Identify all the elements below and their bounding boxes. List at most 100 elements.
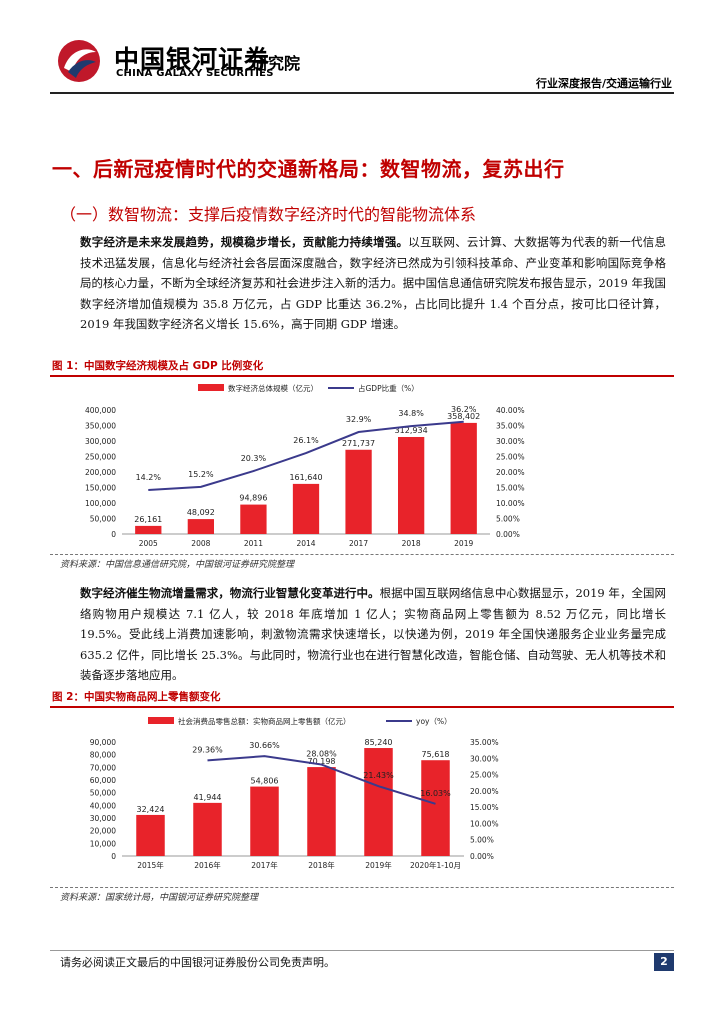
right-axis-tick: 35.00% bbox=[470, 738, 499, 747]
company-logo bbox=[58, 40, 100, 82]
line-value-label: 20.3% bbox=[241, 454, 267, 463]
x-axis-tick: 2019年 bbox=[365, 860, 392, 870]
bar-value-label: 26,161 bbox=[134, 515, 162, 524]
left-axis-tick: 250,000 bbox=[85, 453, 116, 462]
right-axis-tick: 5.00% bbox=[470, 836, 494, 845]
line-value-label: 30.66% bbox=[249, 741, 280, 750]
right-axis-tick: 25.00% bbox=[470, 771, 499, 780]
line-value-label: 36.2% bbox=[451, 405, 477, 414]
bar bbox=[345, 449, 372, 534]
x-axis-tick: 2019 bbox=[454, 539, 473, 548]
x-axis-tick: 2005 bbox=[139, 539, 158, 548]
bar-value-label: 70,198 bbox=[308, 757, 336, 766]
bar bbox=[398, 436, 425, 534]
bar-value-label: 85,240 bbox=[365, 738, 393, 747]
line-value-label: 29.36% bbox=[192, 745, 223, 754]
line-value-label: 21.43% bbox=[363, 771, 394, 780]
x-axis-tick: 2017 bbox=[349, 539, 368, 548]
bar-value-label: 358,402 bbox=[447, 412, 480, 421]
x-axis-tick: 2018年 bbox=[308, 860, 335, 870]
figure-2-source: 资料来源：国家统计局，中国银河证券研究院整理 bbox=[60, 893, 259, 903]
bar-value-label: 54,806 bbox=[251, 777, 279, 786]
bar bbox=[450, 422, 477, 534]
brand-name-en: CHINA GALAXY SECURITIES bbox=[116, 68, 274, 79]
left-axis-tick: 80,000 bbox=[90, 751, 116, 760]
bar bbox=[187, 519, 214, 534]
left-axis-tick: 10,000 bbox=[90, 839, 116, 848]
left-axis-tick: 100,000 bbox=[85, 499, 116, 508]
bar-value-label: 32,424 bbox=[137, 805, 165, 814]
x-axis-tick: 2020年1-10月 bbox=[410, 860, 461, 870]
legend-bar-label: 数字经济总体规模（亿元） bbox=[228, 383, 318, 393]
section-heading: 一、后新冠疫情时代的交通新格局：数智物流，复苏出行 bbox=[52, 157, 565, 181]
left-axis-tick: 90,000 bbox=[90, 738, 116, 747]
bar bbox=[307, 767, 336, 856]
left-axis-tick: 50,000 bbox=[90, 515, 116, 524]
bar-value-label: 312,934 bbox=[395, 426, 428, 435]
legend-bar-swatch bbox=[148, 717, 174, 724]
bar bbox=[135, 525, 162, 534]
right-axis-tick: 20.00% bbox=[470, 787, 499, 796]
bar bbox=[364, 748, 393, 856]
bar-value-label: 161,640 bbox=[289, 473, 322, 482]
brand-name-cn: 中国银河证券 bbox=[114, 45, 271, 74]
figure-1-source: 资料来源：中国信息通信研究院，中国银河证券研究院整理 bbox=[60, 560, 295, 570]
right-axis-tick: 10.00% bbox=[496, 499, 525, 508]
bar bbox=[240, 504, 267, 534]
report-type: 行业深度报告/交通运输行业 bbox=[535, 77, 672, 90]
bar-value-label: 48,092 bbox=[187, 508, 215, 517]
figure-1-source-rule bbox=[50, 554, 674, 555]
paragraph-1-lead: 数字经济是未来发展趋势，规模稳步增长，贡献能力持续增强。 bbox=[80, 235, 409, 249]
left-axis-tick: 200,000 bbox=[85, 468, 116, 477]
right-axis-tick: 35.00% bbox=[496, 422, 525, 431]
right-axis-tick: 0.00% bbox=[470, 852, 494, 861]
left-axis-tick: 50,000 bbox=[90, 789, 116, 798]
right-axis-tick: 0.00% bbox=[496, 530, 520, 539]
bar-value-label: 94,896 bbox=[239, 494, 267, 503]
left-axis-tick: 400,000 bbox=[85, 406, 116, 415]
legend-line-label: 占GDP比重（%） bbox=[358, 383, 419, 393]
left-axis-tick: 350,000 bbox=[85, 422, 116, 431]
right-axis-tick: 15.00% bbox=[496, 484, 525, 493]
right-axis-tick: 40.00% bbox=[496, 406, 525, 415]
x-axis-tick: 2011 bbox=[244, 539, 263, 548]
line-series bbox=[207, 755, 436, 805]
line-value-label: 14.2% bbox=[136, 473, 162, 482]
x-axis-tick: 2014 bbox=[296, 539, 315, 548]
figure-1-rule bbox=[50, 375, 674, 377]
right-axis-tick: 5.00% bbox=[496, 515, 520, 524]
figure-1-title: 图 1：中国数字经济规模及占 GDP 比例变化 bbox=[52, 360, 264, 372]
figure-2-chart: 社会消费品零售总额：实物商品网上零售额（亿元） yoy（%） 0 10,000 20,0… bbox=[90, 716, 499, 870]
right-axis-tick: 10.00% bbox=[470, 819, 499, 828]
line-value-label: 16.03% bbox=[420, 789, 451, 798]
left-axis-tick: 30,000 bbox=[90, 814, 116, 823]
legend-bar-swatch bbox=[198, 384, 224, 391]
left-axis-tick: 20,000 bbox=[90, 827, 116, 836]
bar bbox=[250, 786, 279, 856]
left-axis-tick: 0 bbox=[111, 852, 116, 861]
legend-bar-label: 社会消费品零售总额：实物商品网上零售额（亿元） bbox=[178, 716, 351, 726]
figure-2-source-rule bbox=[50, 887, 674, 888]
right-axis-tick: 15.00% bbox=[470, 803, 499, 812]
paragraph-1-body: 以互联网、云计算、大数据等为代表的新一代信息技术迅猛发展，信息化与经济社会各层面… bbox=[80, 235, 667, 331]
header-divider bbox=[50, 92, 674, 94]
line-value-label: 34.8% bbox=[398, 409, 424, 418]
footer-divider bbox=[50, 950, 674, 951]
x-axis-tick: 2008 bbox=[191, 539, 210, 548]
x-axis-tick: 2018 bbox=[402, 539, 421, 548]
bar bbox=[193, 802, 222, 856]
bar bbox=[421, 760, 450, 856]
paragraph-1: 数字经济是未来发展趋势，规模稳步增长，贡献能力持续增强。以互联网、云计算、大数据… bbox=[80, 232, 666, 335]
bar-value-label: 41,944 bbox=[194, 793, 222, 802]
x-axis-tick: 2016年 bbox=[194, 860, 221, 870]
bar bbox=[292, 483, 320, 534]
left-axis-tick: 70,000 bbox=[90, 763, 116, 772]
figure-2-rule bbox=[50, 706, 674, 708]
line-value-label: 26.1% bbox=[293, 436, 319, 445]
figure-1-chart: 数字经济总体规模（亿元） 占GDP比重（%） 0 50,000 100,000 150,0… bbox=[85, 383, 525, 548]
subsection-heading: （一）数智物流：支撑后疫情数字经济时代的智能物流体系 bbox=[60, 205, 477, 224]
brand-institute: 研究院 bbox=[252, 54, 301, 73]
line-value-label: 28.08% bbox=[306, 750, 337, 759]
bar-value-label: 75,618 bbox=[422, 750, 450, 759]
left-axis-tick: 40,000 bbox=[90, 801, 116, 810]
